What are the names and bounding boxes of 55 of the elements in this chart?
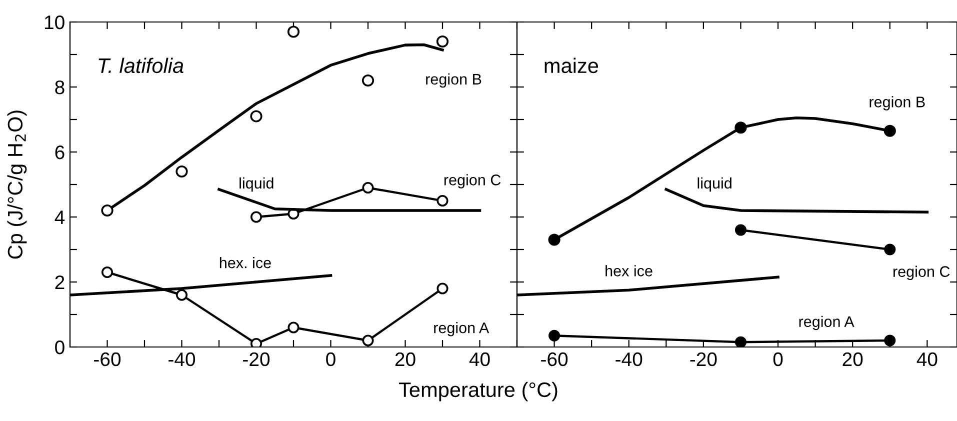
y-axis-title: Cp (J/°C/g H$_{2}$O) — [7, 110, 27, 259]
point — [362, 74, 374, 87]
y-tick-label: 10 — [44, 15, 64, 30]
x-axis-title: Temperature (°C) — [398, 382, 558, 402]
point — [287, 26, 300, 38]
point — [734, 336, 746, 347]
y-tick-label: 0 — [55, 340, 64, 354]
text: maize — [544, 58, 598, 74]
point — [548, 330, 560, 342]
x-tick-label: 0 — [326, 352, 336, 366]
annotation: liquid — [240, 177, 274, 192]
x-tick-label: 40 — [916, 352, 938, 366]
point — [101, 204, 114, 217]
point — [734, 224, 746, 236]
point — [436, 194, 448, 207]
x-tick-label: -60 — [94, 352, 121, 366]
point — [176, 165, 188, 178]
x-tick-label: 20 — [395, 352, 416, 366]
point — [250, 110, 262, 122]
point — [884, 334, 896, 346]
point — [250, 211, 262, 223]
point — [436, 35, 449, 48]
y-tick-label: 8 — [55, 80, 64, 94]
x-tick-label: 40 — [469, 352, 490, 366]
x-tick-label: 0 — [773, 352, 783, 366]
y-tick-label: 2 — [55, 275, 64, 290]
point — [250, 338, 262, 347]
annotation: region B — [426, 73, 482, 88]
point — [288, 322, 300, 334]
x-tick-label: -60 — [541, 352, 568, 366]
point — [436, 282, 448, 294]
point — [884, 124, 896, 137]
y-tick-label: 4 — [54, 210, 65, 224]
point — [548, 234, 560, 246]
point — [101, 266, 114, 278]
x-tick-label: -40 — [168, 352, 196, 366]
annotation: region A — [799, 316, 854, 330]
annotation: region A — [434, 322, 490, 336]
point — [362, 182, 374, 194]
point — [176, 289, 188, 301]
x-tick-label: -20 — [690, 352, 717, 366]
annotation: region C — [894, 266, 950, 280]
point — [884, 244, 896, 256]
annotation: hex ice — [606, 265, 652, 276]
annotation: region B — [870, 96, 925, 110]
point — [362, 334, 374, 346]
annotation: liquid — [698, 177, 732, 192]
x-tick-label: -40 — [616, 352, 642, 366]
annotation: region C — [444, 174, 501, 188]
x-tick-label: 20 — [842, 352, 863, 366]
annotation: hex. ice — [220, 257, 271, 268]
text: T. latifolia — [98, 58, 184, 74]
point — [734, 122, 747, 134]
y-tick-label: 6 — [55, 145, 64, 160]
x-tick-label: -20 — [243, 352, 270, 366]
